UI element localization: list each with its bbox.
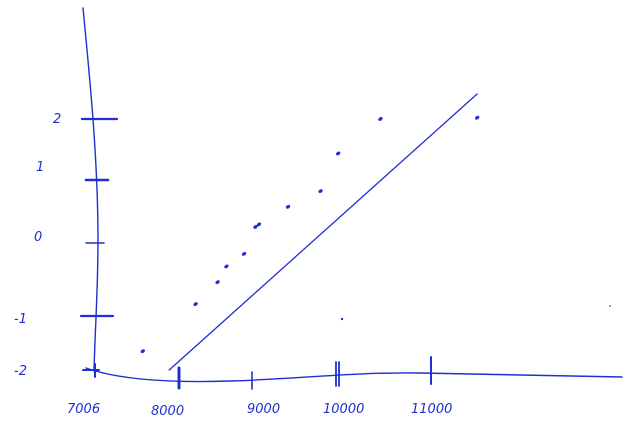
data-point: [253, 224, 258, 229]
x-tick-label: 11000: [411, 402, 452, 417]
data-point: [224, 264, 229, 269]
x-tick-mark: [335, 361, 340, 387]
data-point: [215, 280, 220, 285]
data-point: [256, 222, 262, 227]
data-points-layer: [140, 115, 480, 354]
y-tick-label: 0: [34, 230, 42, 245]
y-tick-marks: [79, 117, 119, 371]
x-tick-label: 7006: [67, 402, 100, 417]
y-tick-label: 2: [53, 112, 61, 127]
data-point: [140, 349, 145, 354]
data-point: [378, 117, 383, 121]
data-point: [475, 115, 480, 120]
x-tick-label: 9000: [247, 402, 280, 417]
stray-mark: [609, 305, 611, 307]
data-point: [335, 151, 341, 156]
data-point: [241, 251, 247, 256]
y-tick-label: -2: [14, 364, 27, 379]
x-axis: [85, 367, 623, 383]
y-tick-label: 1: [36, 160, 44, 175]
stray-mark: [340, 317, 344, 321]
x-tick-marks: [94, 356, 432, 390]
fit-line: [168, 93, 478, 371]
x-tick-label: 10000: [323, 402, 364, 417]
data-point: [285, 204, 291, 209]
data-point: [193, 302, 198, 307]
y-axis: [82, 7, 99, 372]
x-tick-label: 8000: [151, 404, 184, 419]
data-point: [318, 189, 323, 194]
y-tick-label: -1: [14, 312, 27, 327]
fit-line-layer: [168, 93, 478, 371]
